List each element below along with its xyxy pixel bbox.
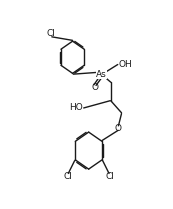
Text: Cl: Cl [46, 29, 55, 38]
Text: O: O [115, 124, 122, 133]
Text: OH: OH [118, 60, 132, 69]
Text: O: O [91, 83, 98, 92]
Text: Cl: Cl [105, 172, 114, 181]
Text: Cl: Cl [63, 172, 72, 181]
Text: As: As [96, 70, 107, 79]
Text: HO: HO [70, 103, 83, 112]
